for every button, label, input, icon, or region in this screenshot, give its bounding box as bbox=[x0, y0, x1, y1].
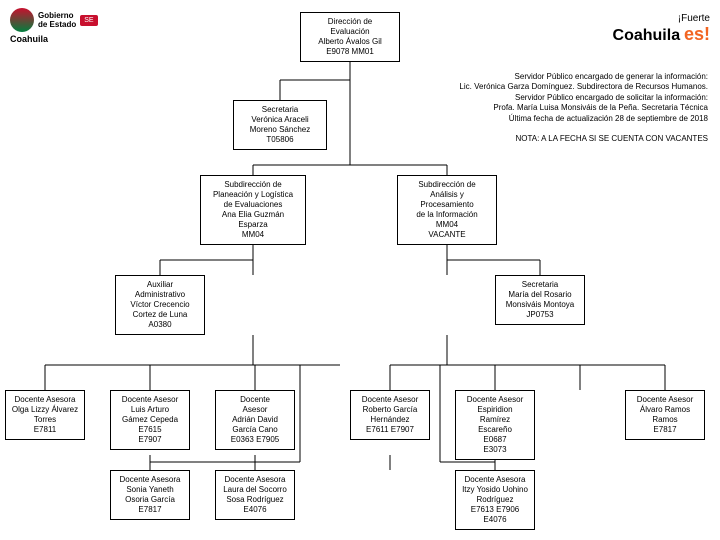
node-asesor1-text: Docente AsesoraOlga Lizzy ÁlvarezTorresE… bbox=[12, 395, 78, 434]
node-asesor2: Docente AsesorLuis ArturoGámez CepedaE76… bbox=[110, 390, 190, 450]
node-asesor9: Docente AsesoraItzy Yosido UohinoRodrígu… bbox=[455, 470, 535, 530]
node-asesor6-text: Docente AsesorÁlvaro RamosRamosE7817 bbox=[637, 395, 693, 434]
node-asesor6: Docente AsesorÁlvaro RamosRamosE7817 bbox=[625, 390, 705, 440]
node-direccion: Dirección deEvaluaciónAlberto Ávalos Gil… bbox=[300, 12, 400, 62]
node-asesor5: Docente AsesorEspiridionRamírezEscareñoE… bbox=[455, 390, 535, 460]
info-block: Servidor Público encargado de generar la… bbox=[418, 72, 708, 144]
node-asesor3: DocenteAsesorAdrián DavidGarcía CanoE036… bbox=[215, 390, 295, 450]
node-asesor2-text: Docente AsesorLuis ArturoGámez CepedaE76… bbox=[122, 395, 178, 444]
info-note: NOTA: A LA FECHA SI SE CUENTA CON VACANT… bbox=[418, 134, 708, 144]
logo-left: Gobierno de Estado SE Coahuila bbox=[10, 8, 140, 46]
logo-right: ¡Fuerte Coahuila es! bbox=[560, 8, 710, 46]
node-asesor9-text: Docente AsesoraItzy Yosido UohinoRodrígu… bbox=[462, 475, 528, 524]
logo-left-sub: Coahuila bbox=[10, 34, 140, 44]
node-asesor8-text: Docente AsesoraLaura del SocorroSosa Rod… bbox=[223, 475, 287, 514]
node-asesor4-text: Docente AsesorRoberto GarcíaHernándezE76… bbox=[362, 395, 418, 434]
node-asesor7: Docente AsesoraSonia YanethOsoria García… bbox=[110, 470, 190, 520]
info-l3: Servidor Público encargado de solicitar … bbox=[418, 93, 708, 103]
node-direccion-text: Dirección deEvaluaciónAlberto Ávalos Gil… bbox=[318, 17, 382, 56]
node-sub-analisis: Subdirección deAnálisis yProcesamientode… bbox=[397, 175, 497, 245]
logo-right-t2: Coahuila bbox=[613, 27, 681, 44]
logo-left-t2: de Estado bbox=[38, 20, 76, 29]
node-auxiliar-text: AuxiliarAdministrativoVíctor CrecencioCo… bbox=[130, 280, 189, 329]
node-asesor7-text: Docente AsesoraSonia YanethOsoria García… bbox=[120, 475, 181, 514]
info-l4: Profa. María Luisa Monsiváis de la Peña.… bbox=[418, 103, 708, 113]
node-secretaria1-text: SecretariaVerónica AraceliMoreno Sánchez… bbox=[250, 105, 310, 144]
node-asesor8: Docente AsesoraLaura del SocorroSosa Rod… bbox=[215, 470, 295, 520]
info-l1: Servidor Público encargado de generar la… bbox=[418, 72, 708, 82]
node-secretaria2: SecretariaMaría del RosarioMonsiváis Mon… bbox=[495, 275, 585, 325]
node-asesor1: Docente AsesoraOlga Lizzy ÁlvarezTorresE… bbox=[5, 390, 85, 440]
node-sub-plan: Subdirección dePlaneación y Logísticade … bbox=[200, 175, 306, 245]
logo-right-tag: es! bbox=[684, 24, 710, 44]
node-auxiliar: AuxiliarAdministrativoVíctor CrecencioCo… bbox=[115, 275, 205, 335]
node-asesor3-text: DocenteAsesorAdrián DavidGarcía CanoE036… bbox=[231, 395, 280, 444]
node-secretaria2-text: SecretariaMaría del RosarioMonsiváis Mon… bbox=[506, 280, 574, 319]
info-l2: Lic. Verónica Garza Domínguez. Subdirect… bbox=[418, 82, 708, 92]
node-sub-analisis-text: Subdirección deAnálisis yProcesamientode… bbox=[416, 180, 477, 239]
logo-right-t1: ¡Fuerte bbox=[678, 13, 710, 24]
info-l5: Última fecha de actualización 28 de sept… bbox=[418, 114, 708, 124]
node-asesor4: Docente AsesorRoberto GarcíaHernándezE76… bbox=[350, 390, 430, 440]
node-asesor5-text: Docente AsesorEspiridionRamírezEscareñoE… bbox=[467, 395, 523, 454]
node-sub-plan-text: Subdirección dePlaneación y Logísticade … bbox=[213, 180, 293, 239]
logo-left-t1: Gobierno bbox=[38, 11, 76, 20]
node-secretaria1: SecretariaVerónica AraceliMoreno Sánchez… bbox=[233, 100, 327, 150]
